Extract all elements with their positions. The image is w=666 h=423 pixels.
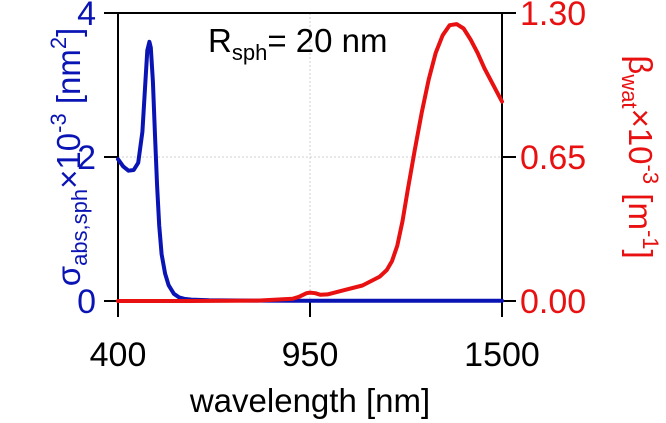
water-extinction-line [116, 22, 504, 303]
series-lines [116, 22, 504, 303]
y-right-tick-label: 0.00 [520, 283, 586, 321]
x-tick-label: 400 [90, 336, 147, 374]
y-right-tick-label: 0.65 [520, 139, 586, 177]
y-left-tick-label: 2 [77, 139, 96, 177]
grid-lines [118, 13, 502, 301]
radius-annotation: Rsph= 20 nm [208, 22, 388, 65]
x-tick-label: 1500 [464, 336, 540, 374]
y-left-axis-title: σabs,sph×10-3 [nm2] [46, 28, 92, 287]
y-right-tick-label: 1.30 [520, 0, 586, 33]
y-left-tick-label: 0 [77, 283, 96, 321]
y-right-axis-title: βwat×10-3 [m-1] [617, 55, 663, 258]
y-left-tick-label: 4 [77, 0, 96, 33]
absorption-cross-section-line [116, 39, 504, 303]
x-axis-title: wavelength [nm] [189, 382, 430, 419]
x-tick-label: 950 [282, 336, 339, 374]
axes: 400 950 1500 0 2 4 0.00 0.65 1.30 [77, 0, 586, 374]
